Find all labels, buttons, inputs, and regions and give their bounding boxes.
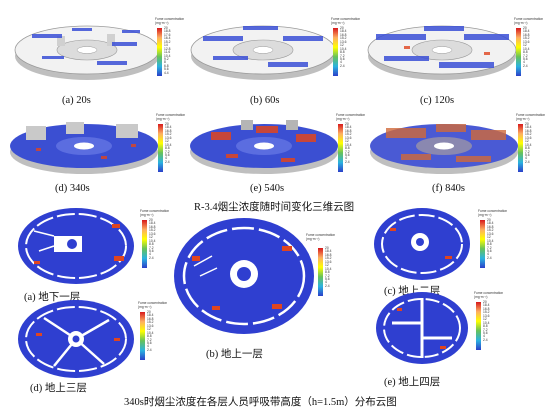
colorbar-floor-a bbox=[142, 220, 147, 268]
colorbar-title-b: Fume concentration (mg·m⁻³) bbox=[331, 17, 361, 25]
colorbar-ticks-e: 20 18.4 16.8 15.2 13.6 12 10.4 8.8 7.2 5.6 4 2.4 bbox=[345, 122, 352, 164]
colorbar-ticks-f: 20 18.4 16.8 15.2 13.6 12 10.4 8.8 7.2 5.6 4 2.4 bbox=[525, 122, 532, 164]
colorbar-title-c: Fume concentration (mg·m⁻³) bbox=[514, 17, 544, 25]
floor-c-graphic bbox=[374, 208, 470, 280]
colorbar-title-floor-a: Fume concentration (mg·m⁻³) bbox=[140, 209, 170, 217]
colorbar-ticks-b: 20 18.4 16.8 15.2 13.6 12 10.4 8.8 7.2 5.6 4 2.4 bbox=[340, 26, 347, 68]
colorbar-e bbox=[338, 124, 343, 172]
caption-e-540s: (e) 540s bbox=[250, 183, 285, 194]
floor-e-graphic bbox=[376, 292, 468, 364]
colorbar-a bbox=[157, 28, 162, 76]
panel-3d-d: Fume concentration (mg·m⁻³) 20 18.4 16.8 15.… bbox=[6, 112, 186, 178]
panel-3d-f: Fume concentration (mg·m⁻³) 20 18.4 16.8 15.… bbox=[366, 112, 546, 178]
figure-3d-title: R-3.4烟尘浓度随时间变化三维云图 bbox=[194, 202, 355, 213]
colorbar-floor-d bbox=[140, 312, 145, 360]
colorbar-title-floor-b: Fume concentration (mg·m⁻³) bbox=[306, 233, 336, 241]
colorbar-title-f: Fume concentration (mg·m⁻³) bbox=[516, 113, 546, 121]
floor-d-graphic bbox=[18, 300, 134, 378]
colorbar-title-a: Fume concentration (mg·m⁻³) bbox=[155, 17, 185, 25]
colorbar-ticks-floor-b: 20 18.4 16.8 15.2 13.6 12 10.4 8.8 7.2 5.6 4 2.4 bbox=[325, 246, 332, 288]
colorbar-ticks-floor-c: 20 18.4 16.8 15.2 13.6 12 10.4 8.8 7.2 5.6 4 2.4 bbox=[487, 218, 494, 260]
floor-plan-a: Fume concentration (mg·m⁻³) 20 18.4 16.8 15.… bbox=[14, 206, 169, 286]
caption-f-840s: (f) 840s bbox=[432, 183, 465, 194]
colorbar-title-floor-e: Fume concentration (mg·m⁻³) bbox=[474, 291, 504, 299]
colorbar-ticks-c: 20 18.4 16.8 15.2 13.6 12 10.4 8.8 7.2 5.6 4 2.4 bbox=[523, 26, 530, 68]
ring-3d-graphic bbox=[190, 25, 336, 80]
caption-floor-d: (d) 地上三层 bbox=[30, 383, 87, 394]
colorbar-title-floor-d: Fume concentration (mg·m⁻³) bbox=[138, 301, 168, 309]
caption-floor-c: (c) 地上二层 bbox=[384, 286, 441, 297]
panel-3d-a: Fume concentration (mg·m⁻³) 20 18.8 17.6 16.… bbox=[12, 6, 185, 90]
caption-a-20s: (a) 20s bbox=[62, 95, 91, 106]
colorbar-ticks-floor-a: 20 18.4 16.8 15.2 13.6 12 10.4 8.8 7.2 5.6 4 2.4 bbox=[149, 218, 156, 260]
caption-floor-b: (b) 地上一层 bbox=[206, 349, 263, 360]
floor-plan-b: Fume concentration (mg·m⁻³) 20 18.4 16.8 15.… bbox=[172, 216, 342, 336]
caption-b-60s: (b) 60s bbox=[250, 95, 280, 106]
colorbar-floor-e bbox=[476, 302, 481, 350]
caption-floor-a: (a) 地下一层 bbox=[24, 292, 81, 303]
colorbar-f bbox=[518, 124, 523, 172]
colorbar-ticks-floor-e: 20 18.4 16.8 15.2 13.6 12 10.4 8.8 7.2 5.6 4 2.4 bbox=[483, 300, 490, 342]
colorbar-title-floor-c: Fume concentration (mg·m⁻³) bbox=[478, 209, 508, 217]
colorbar-c bbox=[516, 28, 521, 76]
colorbar-floor-c bbox=[480, 220, 485, 268]
colorbar-title-e: Fume concentration (mg·m⁻³) bbox=[336, 113, 366, 121]
panel-3d-e: Fume concentration (mg·m⁻³) 20 18.4 16.8 15.… bbox=[186, 112, 366, 178]
panel-3d-c: Fume concentration (mg·m⁻³) 20 18.4 16.8 15.… bbox=[364, 6, 544, 90]
colorbar-d bbox=[158, 124, 163, 172]
colorbar-ticks-a: 20 18.8 17.6 16.4 15.2 14 12.8 11.6 10.4 9.2 8 6.8 5… bbox=[164, 26, 171, 75]
panel-3d-b: Fume concentration (mg·m⁻³) 20 18.4 16.8 15.… bbox=[188, 6, 361, 90]
colorbar-title-d: Fume concentration (mg·m⁻³) bbox=[156, 113, 186, 121]
floor-a-graphic bbox=[18, 208, 134, 284]
ring-3d-graphic bbox=[10, 122, 158, 174]
floor-plan-c: Fume concentration (mg·m⁻³) 20 18.4 16.8 15.… bbox=[370, 206, 540, 282]
ring-3d-graphic bbox=[14, 25, 160, 80]
ring-3d-graphic bbox=[367, 25, 517, 80]
colorbar-ticks-d: 20 18.4 16.8 15.2 13.6 12 10.4 8.8 7.2 5.6 4 2.4 bbox=[165, 122, 172, 164]
floor-b-graphic bbox=[174, 218, 314, 334]
ring-3d-graphic bbox=[190, 120, 338, 174]
caption-floor-e: (e) 地上四层 bbox=[384, 377, 441, 388]
caption-c-120s: (c) 120s bbox=[420, 95, 455, 106]
colorbar-floor-b bbox=[318, 248, 323, 296]
colorbar-b bbox=[333, 28, 338, 76]
ring-3d-graphic bbox=[370, 124, 518, 174]
colorbar-ticks-floor-d: 20 18.4 16.8 15.2 13.6 12 10.4 8.8 7.2 5.6 4 2.4 bbox=[147, 310, 154, 352]
floor-plan-e: Fume concentration (mg·m⁻³) 20 18.4 16.8 15.… bbox=[372, 288, 540, 368]
floor-plan-d: Fume concentration (mg·m⁻³) 20 18.4 16.8 15.… bbox=[14, 298, 170, 380]
figure-floor-title: 340s时烟尘浓度在各层人员呼吸带高度（h=1.5m）分布云图 bbox=[124, 397, 397, 408]
caption-d-340s: (d) 340s bbox=[55, 183, 90, 194]
